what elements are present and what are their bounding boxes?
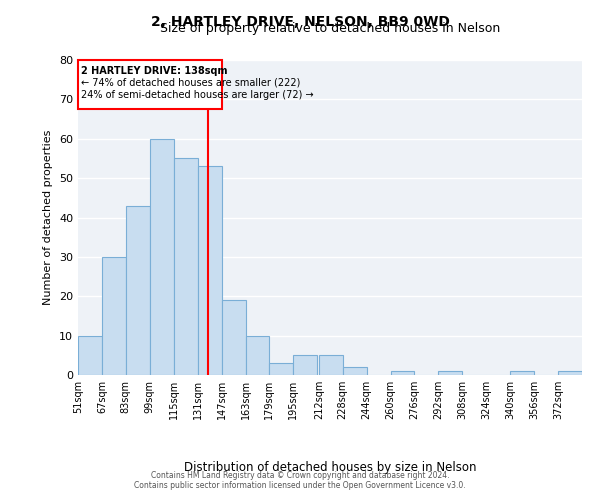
Text: Contains HM Land Registry data © Crown copyright and database right 2024.
Contai: Contains HM Land Registry data © Crown c… <box>134 470 466 490</box>
Bar <box>197 166 221 375</box>
X-axis label: Distribution of detached houses by size in Nelson: Distribution of detached houses by size … <box>184 461 476 474</box>
Bar <box>391 371 415 375</box>
Text: 24% of semi-detached houses are larger (72) →: 24% of semi-detached houses are larger (… <box>81 90 314 100</box>
Bar <box>126 206 150 375</box>
Bar <box>439 371 463 375</box>
Bar <box>221 300 245 375</box>
Bar <box>269 363 293 375</box>
FancyBboxPatch shape <box>78 60 221 109</box>
Bar <box>78 336 102 375</box>
Bar <box>510 371 534 375</box>
Text: ← 74% of detached houses are smaller (222): ← 74% of detached houses are smaller (22… <box>81 78 301 88</box>
Title: Size of property relative to detached houses in Nelson: Size of property relative to detached ho… <box>160 22 500 35</box>
Text: 2 HARTLEY DRIVE: 138sqm: 2 HARTLEY DRIVE: 138sqm <box>81 66 227 76</box>
Bar <box>174 158 197 375</box>
Y-axis label: Number of detached properties: Number of detached properties <box>43 130 53 305</box>
Bar <box>558 371 582 375</box>
Bar <box>245 336 269 375</box>
Bar <box>293 356 317 375</box>
Bar <box>343 367 367 375</box>
Bar <box>102 257 126 375</box>
Bar <box>150 138 174 375</box>
Bar <box>319 356 343 375</box>
Text: 2, HARTLEY DRIVE, NELSON, BB9 0WD: 2, HARTLEY DRIVE, NELSON, BB9 0WD <box>151 15 449 29</box>
